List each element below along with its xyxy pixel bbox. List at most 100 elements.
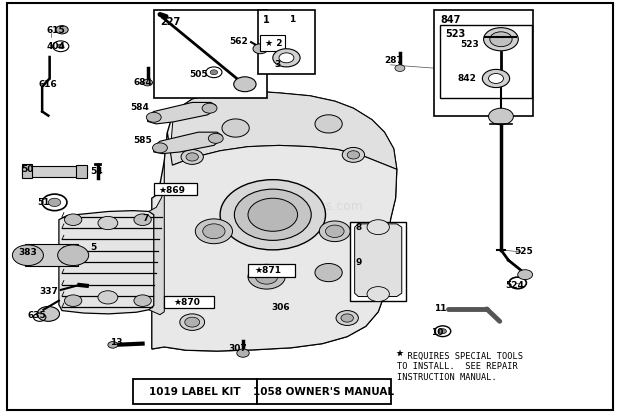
Circle shape [37,306,60,321]
Bar [434,10,533,116]
Text: 584: 584 [130,103,149,112]
Circle shape [222,119,249,137]
Circle shape [48,198,61,206]
Polygon shape [149,190,164,315]
Polygon shape [59,211,154,314]
Circle shape [489,108,513,125]
Circle shape [326,225,344,237]
Circle shape [315,115,342,133]
Circle shape [186,153,198,161]
Circle shape [253,44,268,54]
Circle shape [134,214,151,225]
Circle shape [56,26,68,34]
Circle shape [98,291,118,304]
Circle shape [347,151,360,159]
Text: 684: 684 [133,78,152,87]
Bar [258,10,315,74]
Text: 307: 307 [228,344,247,354]
Circle shape [64,214,82,225]
Circle shape [58,44,64,48]
Polygon shape [152,132,397,351]
Circle shape [108,342,118,348]
Text: 842: 842 [458,74,476,83]
Circle shape [234,77,256,92]
Text: 5: 5 [90,243,96,252]
Bar [154,10,267,98]
Text: 8: 8 [355,223,361,233]
Bar [154,183,197,195]
Circle shape [143,79,153,86]
Bar [76,165,87,178]
Text: 505: 505 [189,70,208,79]
Circle shape [181,150,203,164]
Bar [164,296,214,308]
Text: 523: 523 [460,40,479,49]
Bar [22,164,32,178]
Circle shape [195,219,232,244]
Circle shape [367,220,389,235]
Circle shape [134,295,151,306]
Text: 1: 1 [263,15,270,25]
Circle shape [279,53,294,63]
Text: 11: 11 [434,304,446,313]
Circle shape [395,65,405,71]
Circle shape [234,189,311,240]
Text: 50: 50 [22,165,34,174]
Text: 635: 635 [28,311,46,320]
Text: 523: 523 [445,29,466,39]
Text: 3: 3 [275,59,281,69]
Text: 10: 10 [432,328,444,337]
Circle shape [341,314,353,322]
Circle shape [319,221,350,242]
Bar [22,166,87,177]
Text: ★ 2: ★ 2 [265,39,283,48]
Circle shape [315,263,342,282]
Text: * REQUIRES SPECIAL TOOLS
TO INSTALL.  SEE REPAIR
INSTRUCTION MANUAL.: * REQUIRES SPECIAL TOOLS TO INSTALL. SEE… [397,352,523,382]
Text: 585: 585 [133,136,152,145]
Circle shape [484,28,518,51]
Circle shape [12,245,43,266]
Text: 1: 1 [289,15,295,24]
Text: 227: 227 [160,17,180,26]
Circle shape [273,49,300,67]
Circle shape [248,198,298,231]
Circle shape [518,270,533,280]
Text: 616: 616 [38,80,57,89]
Text: ★869: ★869 [159,185,186,195]
Circle shape [220,180,326,250]
Text: 524: 524 [505,281,524,290]
Circle shape [208,133,223,143]
Text: 51: 51 [37,198,50,207]
Circle shape [180,314,205,330]
Text: 9: 9 [355,258,361,267]
Polygon shape [154,132,222,154]
Circle shape [237,349,249,357]
Bar [260,35,285,51]
Circle shape [490,32,512,47]
Bar [350,222,406,301]
Polygon shape [152,91,397,351]
Circle shape [342,147,365,162]
Text: onlinemowerparts.com: onlinemowerparts.com [219,200,363,213]
Text: ★: ★ [396,349,404,358]
Circle shape [64,295,82,306]
Bar [440,25,532,98]
Polygon shape [355,224,402,297]
Circle shape [210,70,218,75]
Bar [257,379,391,404]
Text: ★870: ★870 [174,298,200,307]
Circle shape [202,103,217,113]
Text: 337: 337 [39,287,58,296]
Polygon shape [148,102,216,124]
Text: 13: 13 [110,338,123,347]
Circle shape [58,245,89,266]
Bar [133,379,257,404]
Text: 847: 847 [440,15,461,25]
Text: 404: 404 [46,42,65,51]
Polygon shape [164,91,397,202]
Text: 562: 562 [229,37,248,46]
Text: 615: 615 [46,26,65,36]
Circle shape [153,143,167,153]
Text: 1019 LABEL KIT: 1019 LABEL KIT [149,387,241,396]
Text: 7: 7 [143,214,149,223]
